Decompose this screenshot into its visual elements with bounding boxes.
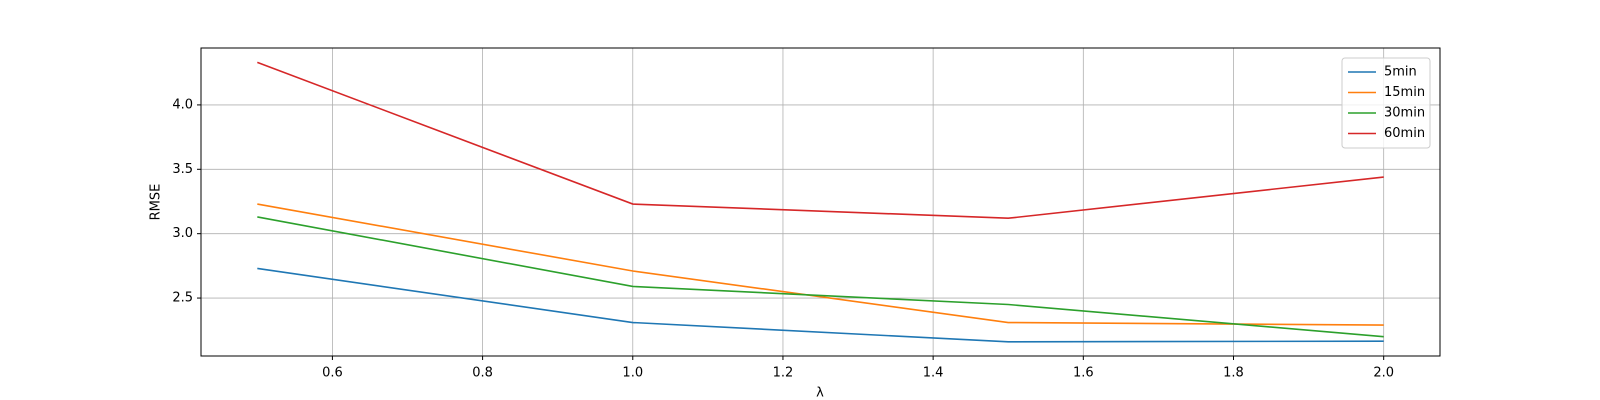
y-tick-label: 3.0 — [172, 226, 193, 241]
legend-label: 60min — [1384, 126, 1425, 141]
plot-frame — [200, 47, 1441, 357]
x-axis-label: λ — [816, 386, 824, 400]
x-tick-label: 1.6 — [1073, 366, 1094, 381]
x-tick-label: 2.0 — [1373, 366, 1394, 381]
x-tick-label: 0.8 — [472, 366, 493, 381]
series-line — [257, 267, 1384, 343]
legend-label: 15min — [1384, 85, 1425, 100]
x-tick-label: 1.8 — [1223, 366, 1244, 381]
legend-label: 5min — [1384, 65, 1417, 80]
x-tick-label: 1.4 — [923, 366, 944, 381]
legend-box — [1341, 57, 1431, 149]
x-tick-label: 0.6 — [322, 366, 343, 381]
y-tick-label: 3.5 — [172, 162, 193, 177]
y-tick-label: 2.5 — [172, 291, 193, 306]
series-line — [257, 216, 1384, 338]
x-tick-label: 1.0 — [622, 366, 643, 381]
series-line — [257, 203, 1384, 326]
series-line — [257, 61, 1384, 220]
y-tick-label: 4.0 — [172, 97, 193, 112]
legend-label: 30min — [1384, 106, 1425, 121]
y-axis-label: RMSE — [149, 184, 164, 221]
x-tick-label: 1.2 — [773, 366, 794, 381]
